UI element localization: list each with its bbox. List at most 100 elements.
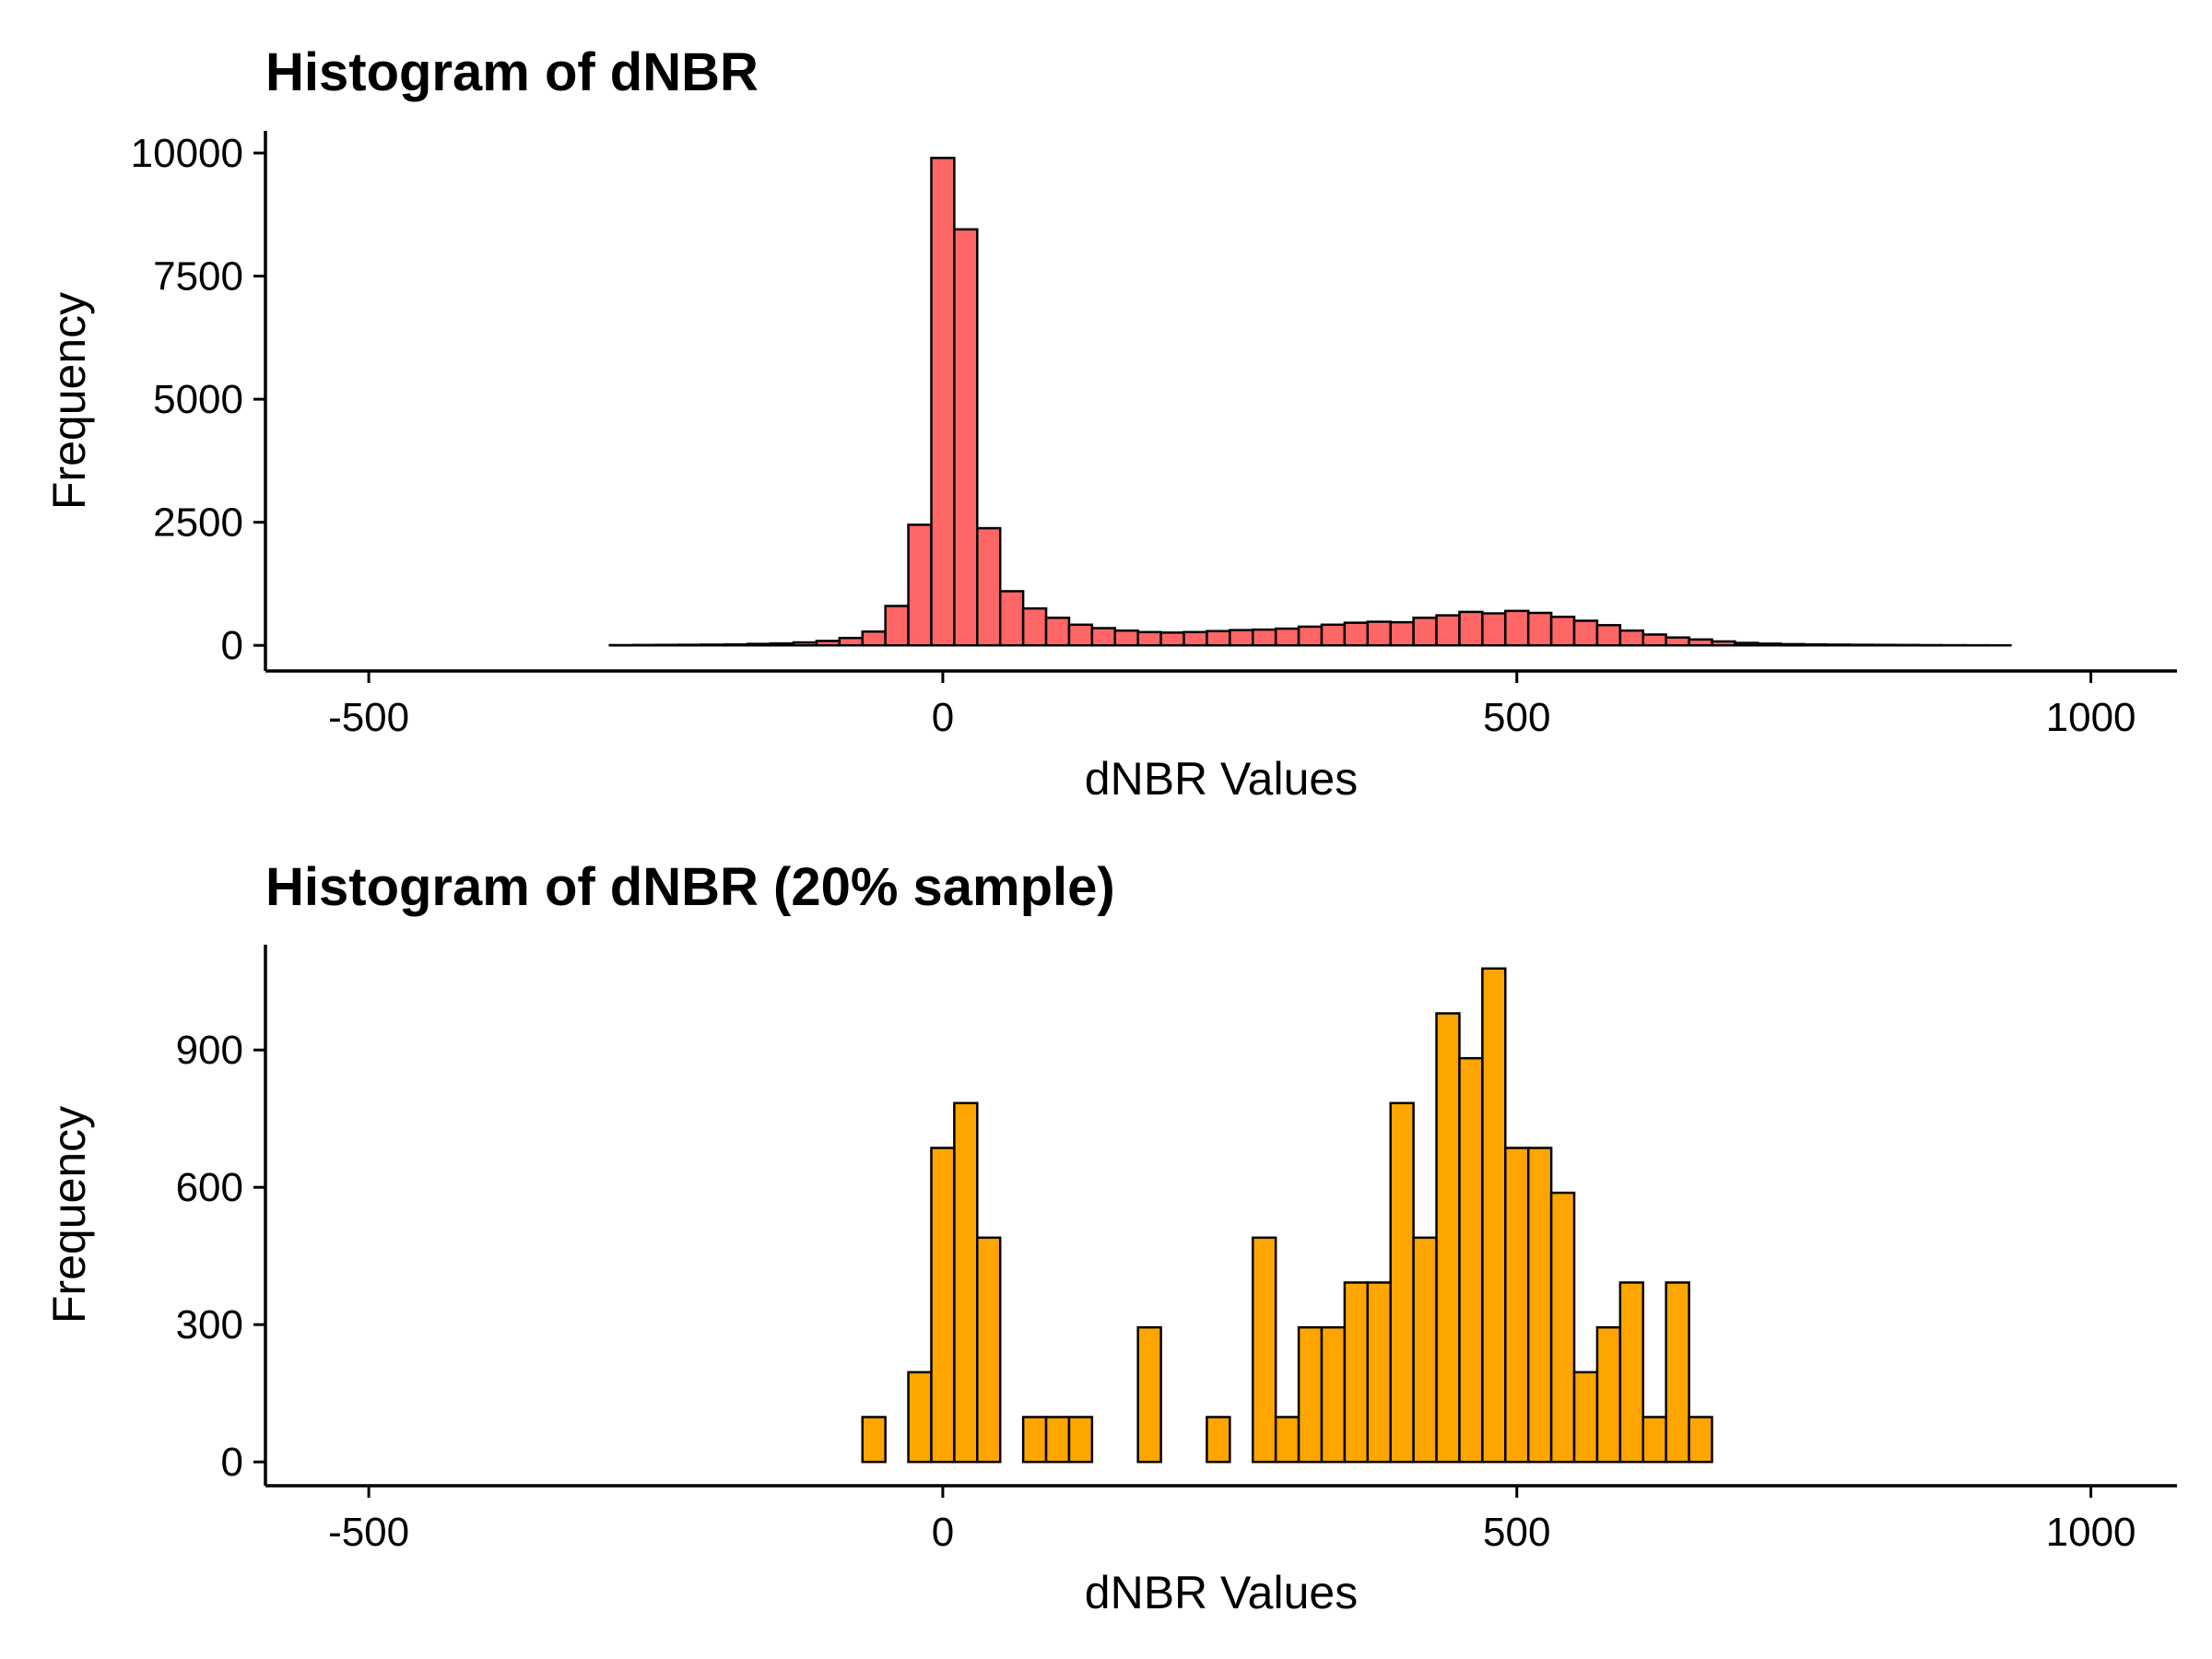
histogram-bar <box>1412 1236 1438 1464</box>
x-ticks: -500 0 500 1000 <box>328 671 2136 740</box>
histogram-bar <box>1252 628 1277 647</box>
histogram-bar <box>1665 636 1690 647</box>
y-axis-label: Frequency <box>43 1106 95 1324</box>
histogram-bar <box>1206 1416 1231 1464</box>
y-tick-label: 300 <box>176 1302 243 1347</box>
histogram-bar <box>861 1416 887 1464</box>
x-ticks: -500 0 500 1000 <box>328 1486 2136 1555</box>
histogram-bar <box>1780 642 1806 647</box>
histogram-bar <box>976 526 1002 647</box>
histogram-bar <box>1044 617 1071 647</box>
y-tick-label: 2500 <box>153 500 243 546</box>
histogram-bar <box>1297 625 1324 647</box>
histogram-bar <box>677 643 703 647</box>
bars-sample <box>861 967 1713 1464</box>
chart-title: Histogram of dNBR (20% sample) <box>265 857 1115 917</box>
chart-title: Histogram of dNBR <box>265 42 759 102</box>
histogram-bar <box>1595 1325 1622 1464</box>
y-tick-label: 10000 <box>131 131 243 176</box>
histogram-bar <box>1090 627 1117 647</box>
histogram-bar <box>769 641 795 647</box>
histogram-bar <box>1825 643 1852 647</box>
histogram-bar <box>1206 629 1231 647</box>
histogram-bar <box>1458 610 1484 647</box>
histogram-bar <box>654 643 680 647</box>
histogram-bar <box>1113 629 1139 647</box>
histogram-panel-sample: Histogram of dNBR (20% sample) 0 300 600 90… <box>43 857 2177 1618</box>
histogram-bar <box>1320 1325 1347 1464</box>
histogram-bar <box>1182 630 1208 647</box>
histogram-bar <box>1572 1371 1599 1464</box>
histogram-bar <box>1688 1416 1713 1464</box>
histogram-bar <box>1274 627 1300 647</box>
histogram-bar <box>1435 1012 1461 1464</box>
histogram-bar <box>1458 1056 1484 1464</box>
histogram-bar <box>1320 623 1347 647</box>
histogram-bar <box>1481 967 1507 1464</box>
x-tick-label: 1000 <box>2046 1510 2136 1555</box>
histogram-bar <box>1389 620 1415 647</box>
histogram-bar <box>1136 630 1162 647</box>
histogram-bar <box>1618 629 1645 647</box>
bars-full <box>608 157 2012 647</box>
histogram-bar <box>1067 1416 1094 1464</box>
histogram-bar <box>998 590 1025 647</box>
histogram-bar <box>1618 1281 1645 1464</box>
histogram-bar <box>1481 612 1507 647</box>
histogram-bar <box>907 1371 933 1464</box>
histogram-bar <box>1366 1281 1392 1464</box>
histogram-bar <box>1366 620 1392 647</box>
x-tick-label: 500 <box>1483 695 1550 740</box>
y-ticks: 0 2500 5000 7500 10000 <box>131 131 265 668</box>
histogram-bar <box>1021 606 1048 647</box>
histogram-bar <box>1504 609 1530 647</box>
histogram-bar <box>1572 619 1599 647</box>
y-tick-label: 7500 <box>153 254 243 300</box>
histogram-bar <box>1136 1325 1162 1464</box>
x-tick-label: -500 <box>328 695 409 740</box>
histogram-bar <box>1848 643 1875 647</box>
x-tick-label: 1000 <box>2046 695 2136 740</box>
y-tick-label: 600 <box>176 1165 243 1210</box>
histogram-bar <box>1504 1147 1530 1464</box>
histogram-bar <box>746 642 772 647</box>
histogram-bar <box>861 630 887 647</box>
histogram-bar <box>1526 611 1553 647</box>
histogram-bar <box>953 1101 979 1464</box>
histogram-bar <box>1641 1416 1667 1464</box>
histogram-bar <box>1641 633 1667 647</box>
x-axis-label: dNBR Values <box>1085 1567 1358 1618</box>
histogram-bar <box>1274 1416 1300 1464</box>
histogram-bar <box>1343 1281 1370 1464</box>
histogram-bar <box>1734 641 1759 647</box>
histogram-bar <box>1343 621 1370 647</box>
y-tick-label: 0 <box>221 623 243 668</box>
histogram-bar <box>1389 1101 1415 1464</box>
histogram-bar <box>700 643 726 647</box>
histogram-bar <box>724 642 749 647</box>
y-tick-label: 0 <box>221 1440 243 1485</box>
histogram-bar <box>1021 1416 1048 1464</box>
x-tick-label: 500 <box>1483 1510 1550 1555</box>
histogram-bar <box>1159 631 1185 647</box>
histogram-bar <box>1802 642 1829 647</box>
histogram-bar <box>976 1236 1002 1464</box>
x-tick-label: -500 <box>328 1510 409 1555</box>
histogram-bar <box>1252 1236 1277 1464</box>
histogram-bar <box>1757 642 1783 647</box>
histogram-bar <box>815 640 841 647</box>
histogram-bar <box>1412 617 1438 647</box>
histogram-bar <box>792 641 818 647</box>
histogram-bar <box>1711 640 1736 647</box>
x-tick-label: 0 <box>932 1510 954 1555</box>
histogram-bar <box>1549 1191 1576 1464</box>
histogram-bar <box>1549 615 1576 647</box>
histogram-bar <box>1526 1147 1553 1464</box>
histogram-bar <box>1871 643 1898 647</box>
histogram-bar <box>1044 1416 1071 1464</box>
histogram-bar <box>838 636 864 647</box>
histogram-bar <box>1688 638 1713 647</box>
histogram-bar <box>1067 623 1094 647</box>
